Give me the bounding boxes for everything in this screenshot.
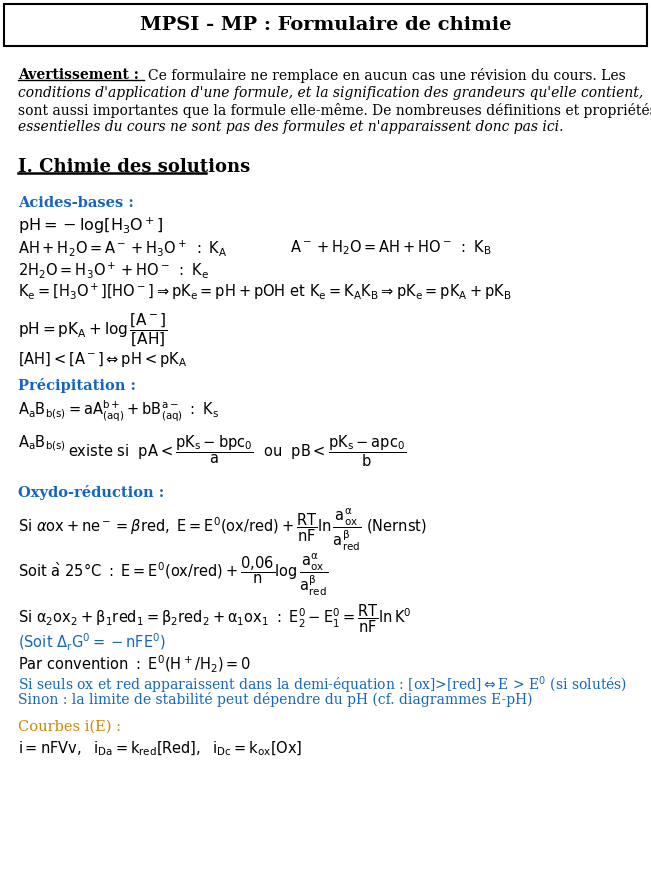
Bar (4, 4, 647, 46)
Text: $\mathrm{Si\ \alpha_2ox_2 + \beta_1red_1 = \beta_2red_2 + \alpha_1ox_1\ :\ E_2^0: $\mathrm{Si\ \alpha_2ox_2 + \beta_1red_1… (18, 602, 411, 634)
Text: $\mathrm{A_aB_{b(s)}}$: $\mathrm{A_aB_{b(s)}}$ (18, 433, 66, 452)
Text: sont aussi importantes que la formule elle-même. De nombreuses définitions et pr: sont aussi importantes que la formule el… (18, 103, 651, 118)
Text: $\mathrm{A^- + H_2O = AH + HO^- \ : \ K_B}$: $\mathrm{A^- + H_2O = AH + HO^- \ : \ K_… (290, 238, 492, 257)
Text: MPSI - MP : Formulaire de chimie: MPSI - MP : Formulaire de chimie (140, 16, 511, 34)
Text: conditions d'application d'une formule, et la signification des grandeurs qu'ell: conditions d'application d'une formule, … (18, 86, 643, 100)
Text: $\mathrm{K_e = [H_3O^+][HO^-] \Rightarrow pK_e = pH + pOH}$$\mathrm{\ et\ K_e = : $\mathrm{K_e = [H_3O^+][HO^-] \Rightarro… (18, 282, 512, 303)
Text: Sinon : la limite de stabilité peut dépendre du pH (cf. diagrammes E-pH): Sinon : la limite de stabilité peut dépe… (18, 692, 533, 707)
Text: $\mathrm{Par\ convention\ :\ E^0\left(H^+/H_2\right) = 0}$: $\mathrm{Par\ convention\ :\ E^0\left(H^… (18, 654, 251, 675)
Text: Courbes i(E) :: Courbes i(E) : (18, 720, 121, 734)
Text: $\mathrm{AH + H_2O = A^- + H_3O^+ \ : \ K_A}$: $\mathrm{AH + H_2O = A^- + H_3O^+ \ : \ … (18, 238, 227, 258)
Text: Ce formulaire ne remplace en aucun cas une révision du cours. Les: Ce formulaire ne remplace en aucun cas u… (148, 68, 626, 83)
Text: $\mathrm{(Soit\ \Delta_rG^0 = -nFE^0)}$: $\mathrm{(Soit\ \Delta_rG^0 = -nFE^0)}$ (18, 632, 166, 653)
Text: Si seuls ox et red apparaissent dans la demi-équation : [ox]>[red]$\Leftrightarr: Si seuls ox et red apparaissent dans la … (18, 674, 627, 695)
Text: Oxydo-réduction :: Oxydo-réduction : (18, 485, 164, 500)
Text: $\mathrm{A_aB_{b(s)} = aA^{b+}_{(aq)} + bB^{a-}_{(aq)} \ : \ K_s}$: $\mathrm{A_aB_{b(s)} = aA^{b+}_{(aq)} + … (18, 399, 219, 424)
Text: $\mathrm{Si\ }$$\it{\alpha}$$\mathrm{ox + ne^- = }$$\it{\beta}$$\mathrm{red,\ E : $\mathrm{Si\ }$$\it{\alpha}$$\mathrm{ox … (18, 507, 427, 554)
Text: $\mathrm{pH = -log\left[H_3O^+\right]}$: $\mathrm{pH = -log\left[H_3O^+\right]}$ (18, 216, 163, 237)
Text: $\mathrm{Soit\ \grave{a}\ 25°C\ :\ E = E^0(ox/red) + \dfrac{0{,}06}{n}\log\dfrac: $\mathrm{Soit\ \grave{a}\ 25°C\ :\ E = E… (18, 552, 328, 598)
Text: essentielles du cours ne sont pas des formules et n'apparaissent donc pas ici.: essentielles du cours ne sont pas des fo… (18, 120, 564, 134)
Text: I. Chimie des solutions: I. Chimie des solutions (18, 158, 250, 176)
Text: Précipitation :: Précipitation : (18, 378, 136, 393)
Text: $\mathrm{2H_2O = H_3O^+ + HO^- \ : \ K_e}$: $\mathrm{2H_2O = H_3O^+ + HO^- \ : \ K_e… (18, 260, 209, 280)
Text: Acides-bases :: Acides-bases : (18, 196, 134, 210)
Text: $\mathrm{existe\ si\ \ pA < \dfrac{pK_s - bpc_0}{a} \ \ ou\ \ pB < \dfrac{pK_s -: $\mathrm{existe\ si\ \ pA < \dfrac{pK_s … (68, 433, 406, 468)
Text: Avertissement :: Avertissement : (18, 68, 139, 82)
Text: $\mathrm{[AH] < [A^-] \Leftrightarrow pH < pK_A}$: $\mathrm{[AH] < [A^-] \Leftrightarrow pH… (18, 350, 187, 369)
Text: $\mathrm{i = nFVv,\ \ i_{Da} = k_{red}[Red],\ \ i_{Dc} = k_{ox}[Ox]}$: $\mathrm{i = nFVv,\ \ i_{Da} = k_{red}[R… (18, 740, 303, 759)
Text: $\mathrm{pH = pK_A + \log\dfrac{[A^-]}{[AH]}}$: $\mathrm{pH = pK_A + \log\dfrac{[A^-]}{[… (18, 312, 168, 349)
